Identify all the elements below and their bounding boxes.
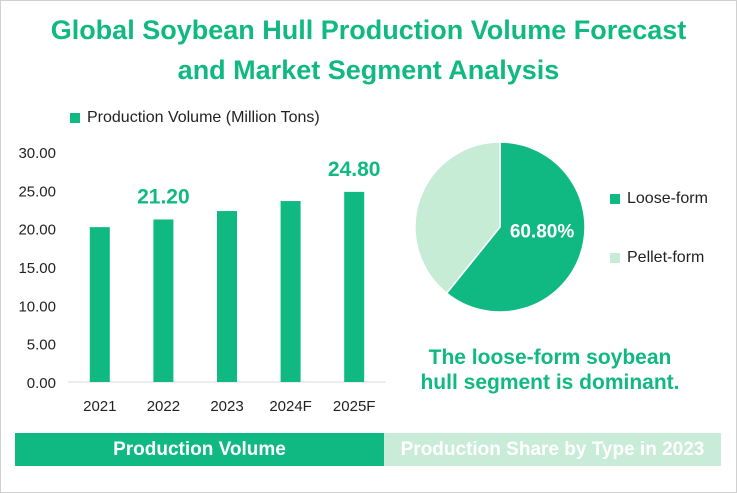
y-tick-label-5: 25.00 — [18, 183, 56, 200]
bar-2024F — [280, 201, 301, 382]
x-tick-label-2023: 2023 — [210, 398, 243, 415]
conclusion-note: The loose-form soybean hull segment is d… — [395, 345, 705, 395]
y-tick-label-3: 15.00 — [18, 260, 56, 277]
data-label-2025F: 24.80 — [328, 158, 381, 181]
note-line-2: hull segment is dominant. — [420, 371, 680, 394]
footer-production-volume: Production Volume — [15, 433, 384, 466]
y-tick-label-0: 0.00 — [27, 375, 56, 392]
title-line-1: Global Soybean Hull Production Volume Fo… — [50, 15, 687, 45]
chart-title: Global Soybean Hull Production Volume Fo… — [0, 10, 737, 90]
bar-legend-swatch — [70, 113, 80, 123]
note-line-1: The loose-form soybean — [428, 346, 672, 369]
data-label-2022: 21.20 — [137, 185, 190, 208]
pie-legend-pellet-form: Pellet-form — [610, 249, 704, 267]
bar-2025F — [344, 191, 365, 382]
y-tick-label-6: 30.00 — [18, 145, 56, 162]
bar-legend-label: Production Volume (Million Tons) — [87, 109, 320, 126]
pie-slice-pellet-form — [414, 141, 501, 295]
bar-2022 — [153, 219, 174, 382]
y-tick-label-2: 10.00 — [18, 298, 56, 315]
pie-legend-loose-form: Loose-form — [610, 190, 708, 208]
bar-chart: 0.00 5.00 10.00 15.00 20.00 25.00 30.00 2021 202… — [18, 145, 386, 415]
pie-legend-label-loose: Loose-form — [627, 190, 708, 207]
title-line-2: and Market Segment Analysis — [177, 55, 560, 85]
pie-legend-swatch-loose — [610, 194, 620, 204]
pie-chart: 60.80% — [414, 141, 586, 313]
x-tick-label-2024F: 2024F — [269, 398, 312, 415]
x-tick-label-2021: 2021 — [83, 398, 116, 415]
pie-slice-loose-form — [445, 141, 586, 313]
y-tick-label-1: 5.00 — [27, 337, 56, 354]
pie-data-label-loose-form: 60.80% — [510, 222, 575, 243]
bar-2021 — [89, 227, 110, 382]
pie-legend-swatch-pellet — [610, 253, 620, 263]
bar-2023 — [217, 211, 237, 382]
pie-legend-label-pellet: Pellet-form — [627, 249, 705, 266]
footer-production-share: Production Share by Type in 2023 — [384, 433, 721, 466]
x-tick-label-2022: 2022 — [147, 398, 180, 415]
y-tick-label-4: 20.00 — [18, 222, 56, 239]
bar-legend: Production Volume (Million Tons) — [70, 109, 320, 127]
x-tick-label-2025F: 2025F — [333, 398, 376, 415]
